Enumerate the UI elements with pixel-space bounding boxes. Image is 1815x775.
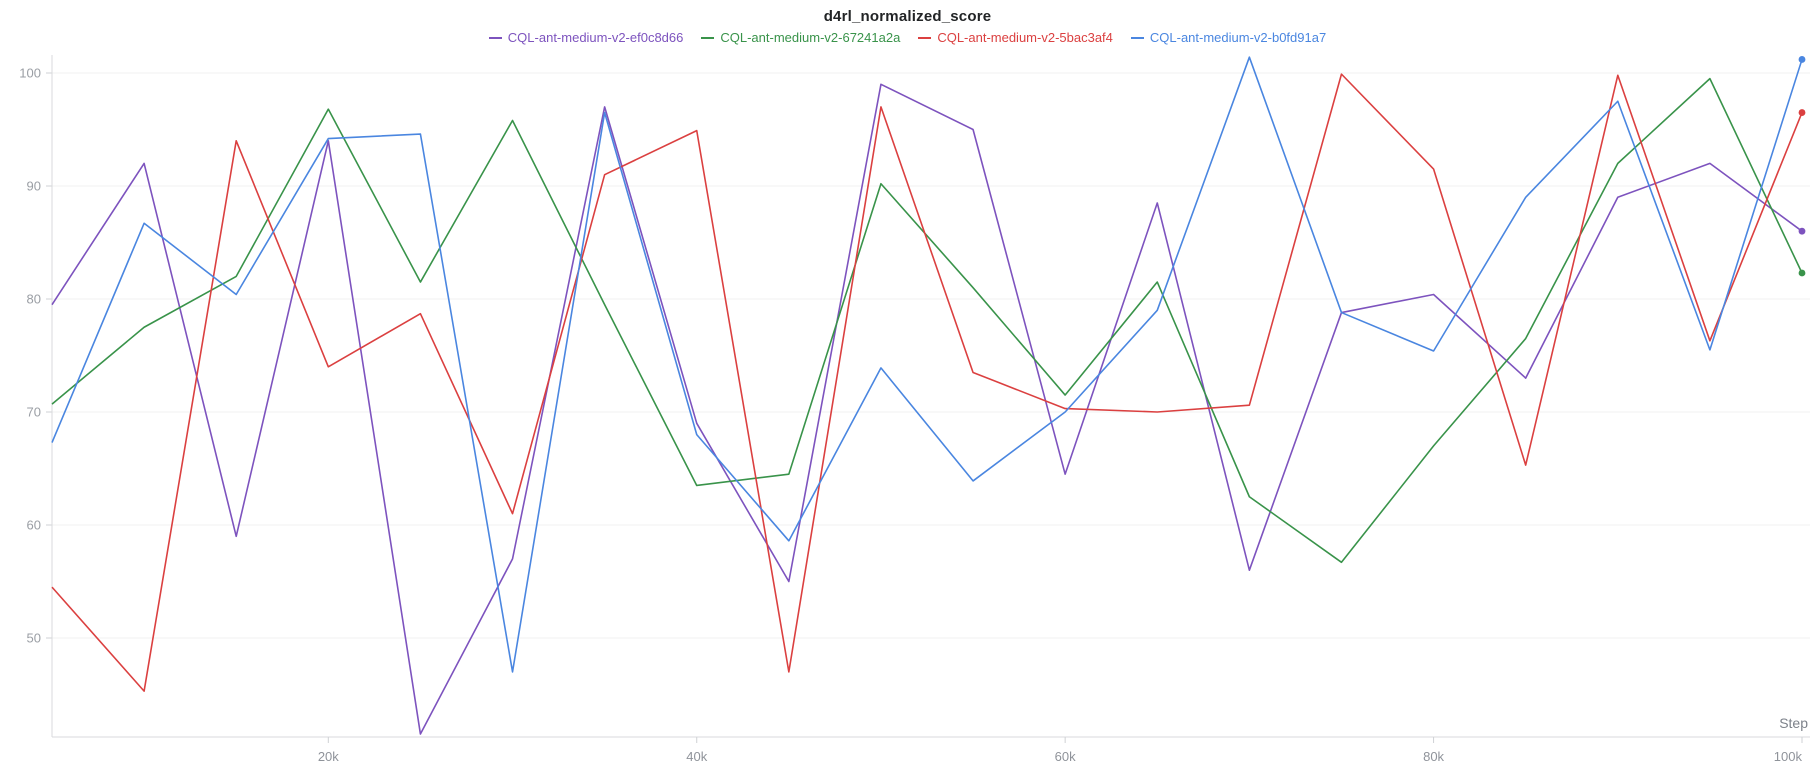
legend-label: CQL-ant-medium-v2-ef0c8d66 (507, 30, 684, 45)
series-line-CQL-ant-medium-v2-b0fd91a7[interactable] (51, 56, 1803, 673)
legend-label: CQL-ant-medium-v2-5bac3af4 (937, 30, 1113, 45)
x-tick-label: 20k (318, 749, 339, 764)
legend-swatch (701, 36, 715, 39)
chart-title: d4rl_normalized_score (823, 8, 992, 25)
x-tick-label: 60k (1055, 749, 1076, 764)
series-line-CQL-ant-medium-v2-5bac3af4[interactable] (51, 73, 1803, 692)
series-line-CQL-ant-medium-v2-ef0c8d66[interactable] (51, 83, 1803, 735)
y-tick-label: 100 (19, 66, 41, 81)
x-tick-label: 100k (1774, 749, 1803, 764)
x-axis-title: Step (1779, 715, 1808, 731)
legend-label: CQL-ant-medium-v2-67241a2a (720, 30, 901, 45)
legend-item-CQL-ant-medium-v2-67241a2a[interactable]: CQL-ant-medium-v2-67241a2a (701, 30, 900, 45)
legend-swatch (918, 36, 932, 39)
legend-label: CQL-ant-medium-v2-b0fd91a7 (1149, 30, 1327, 45)
x-tick-label: 40k (686, 749, 707, 764)
legend-swatch (488, 36, 502, 39)
y-tick-label: 50 (27, 631, 41, 646)
series-line-CQL-ant-medium-v2-67241a2a[interactable] (51, 77, 1803, 564)
series-endpoint-CQL-ant-medium-v2-5bac3af4[interactable] (1798, 109, 1806, 116)
x-tick-label: 80k (1423, 749, 1444, 764)
series-endpoint-CQL-ant-medium-v2-b0fd91a7[interactable] (1798, 56, 1806, 63)
legend-swatch (1130, 36, 1144, 39)
y-tick-label: 80 (27, 292, 41, 307)
chart-legend: CQL-ant-medium-v2-ef0c8d66 CQL-ant-medium… (0, 30, 1815, 45)
legend-item-CQL-ant-medium-v2-ef0c8d66[interactable]: CQL-ant-medium-v2-ef0c8d66 (488, 30, 684, 45)
series-endpoint-CQL-ant-medium-v2-67241a2a[interactable] (1798, 269, 1806, 277)
y-tick-label: 90 (27, 179, 41, 194)
legend-item-CQL-ant-medium-v2-b0fd91a7[interactable]: CQL-ant-medium-v2-b0fd91a7 (1130, 30, 1327, 45)
y-tick-label: 60 (27, 518, 41, 533)
series-endpoint-CQL-ant-medium-v2-ef0c8d66[interactable] (1798, 227, 1806, 235)
y-tick-label: 70 (27, 405, 41, 420)
legend-item-CQL-ant-medium-v2-5bac3af4[interactable]: CQL-ant-medium-v2-5bac3af4 (918, 30, 1113, 45)
